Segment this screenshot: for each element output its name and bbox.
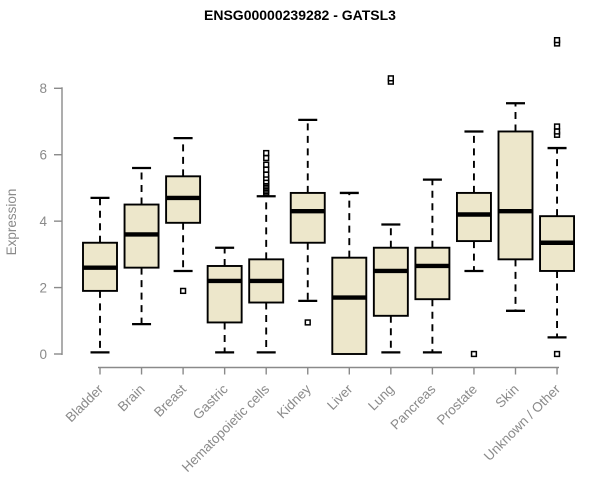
outlier-point bbox=[179, 287, 187, 295]
y-tick-label: 0 bbox=[39, 347, 47, 362]
chart-title: ENSG00000239282 - GATSL3 bbox=[204, 7, 396, 23]
x-tick-label-brain: Brain bbox=[115, 382, 148, 415]
box-group-prostate bbox=[456, 130, 492, 358]
x-tick-label-breast: Breast bbox=[151, 381, 189, 419]
outlier-point bbox=[470, 350, 478, 358]
box-group-kidney bbox=[289, 118, 326, 326]
y-tick-label: 8 bbox=[39, 81, 47, 96]
box-group-bladder bbox=[82, 196, 118, 354]
x-tick-label-lung: Lung bbox=[365, 382, 397, 414]
outlier-point bbox=[263, 171, 270, 178]
y-axis-title: Expression bbox=[4, 189, 19, 256]
box-rect bbox=[456, 191, 492, 243]
box-rect bbox=[414, 246, 451, 301]
box-rect bbox=[497, 130, 534, 261]
x-tick-label-kidney: Kidney bbox=[274, 381, 314, 421]
x-tick-label-pancreas: Pancreas bbox=[388, 381, 439, 432]
x-tick-label-unknown-other: Unknown / Other bbox=[481, 381, 564, 464]
box-rect bbox=[372, 246, 409, 317]
y-tick-label: 6 bbox=[39, 148, 47, 163]
box-group-pancreas bbox=[414, 178, 451, 354]
x-tick-label-prostate: Prostate bbox=[434, 382, 480, 428]
box-rect bbox=[289, 191, 326, 244]
x-tick-label-bladder: Bladder bbox=[63, 381, 107, 425]
outlier-point bbox=[553, 123, 561, 130]
outlier-point bbox=[263, 149, 270, 157]
outlier-point bbox=[263, 154, 270, 162]
x-tick-label-gastric: Gastric bbox=[190, 381, 231, 422]
outlier-point bbox=[553, 128, 561, 135]
outlier-point bbox=[553, 36, 561, 44]
box-group-skin bbox=[497, 102, 534, 312]
box-group-brain bbox=[123, 166, 160, 326]
box-group-gastric bbox=[206, 246, 243, 354]
box-group-lung bbox=[372, 75, 409, 354]
outlier-point bbox=[263, 166, 270, 173]
y-tick-label: 4 bbox=[39, 214, 47, 229]
box-group-hematopoietic-cells bbox=[248, 149, 285, 354]
box-group-breast bbox=[165, 136, 202, 295]
box-group-unknown-other bbox=[539, 36, 575, 358]
outlier-point bbox=[387, 75, 395, 82]
box-group-liver bbox=[331, 191, 368, 355]
outlier-point bbox=[263, 161, 270, 168]
outlier-point bbox=[553, 350, 561, 358]
box-rect bbox=[206, 265, 243, 324]
plot-area: 0 2 4 6 8 Bladder Brain Breast GastricHematopoie… bbox=[39, 36, 575, 475]
box-rect bbox=[331, 256, 368, 355]
x-tick-label-skin: Skin bbox=[492, 382, 521, 411]
y-tick-label: 2 bbox=[39, 280, 47, 295]
x-tick-label-liver: Liver bbox=[324, 381, 356, 413]
outlier-point bbox=[304, 319, 311, 326]
y-axis: 0 2 4 6 8 bbox=[39, 81, 63, 362]
